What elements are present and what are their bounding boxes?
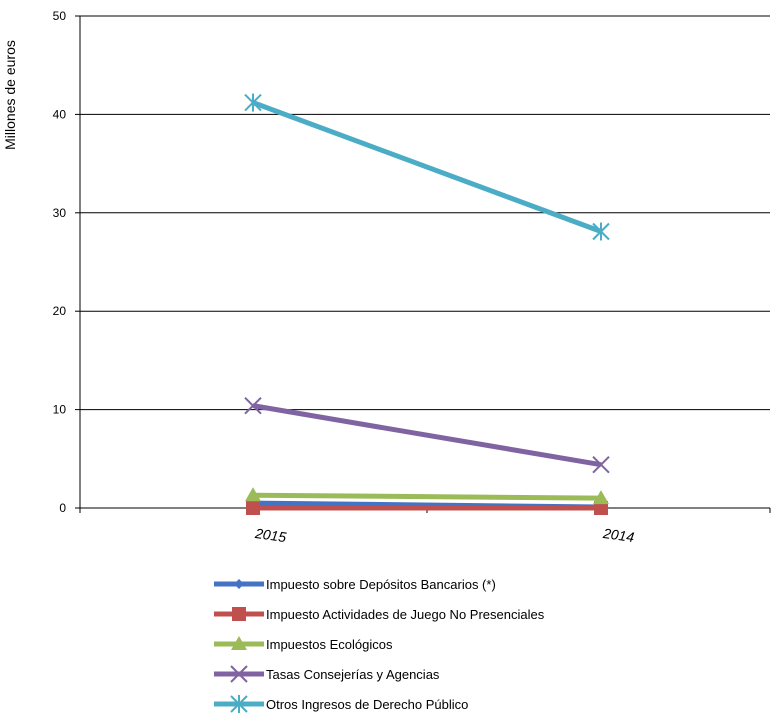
data-point [234, 579, 244, 589]
legend-item: Impuesto Actividades de Juego No Presenc… [214, 607, 545, 622]
series-1 [246, 501, 608, 515]
data-point [594, 501, 608, 515]
series-line [252, 100, 602, 234]
legend-label: Impuestos Ecológicos [266, 637, 393, 652]
y-tick-label: 0 [59, 501, 66, 515]
y-tick-label: 30 [53, 206, 67, 220]
legend: Impuesto sobre Depósitos Bancarios (*) Im… [214, 577, 545, 713]
marker-stroke [230, 665, 248, 683]
data-point [232, 607, 246, 621]
legend-item: Tasas Consejerías y Agencias [214, 665, 440, 683]
y-tick-label: 20 [53, 304, 67, 318]
data-point [231, 636, 247, 650]
y-axis-label: Millones de euros [2, 40, 18, 150]
series-line [252, 403, 602, 468]
marker-stroke [244, 396, 262, 415]
series-lines [244, 93, 610, 515]
series-4 [244, 93, 610, 241]
series-3 [244, 396, 610, 474]
data-point [592, 222, 610, 241]
series-line [252, 492, 602, 501]
data-point [245, 487, 261, 502]
legend-label: Impuesto Actividades de Juego No Presenc… [266, 607, 545, 622]
data-point [593, 490, 609, 505]
legend-label: Otros Ingresos de Derecho Público [266, 697, 468, 712]
data-point [244, 93, 262, 112]
data-point [230, 665, 248, 683]
data-point [244, 396, 262, 415]
axes: 0 10 20 30 40 50 2015 2014 [53, 9, 771, 545]
y-tick-label: 40 [53, 107, 67, 121]
legend-item: Otros Ingresos de Derecho Público [214, 695, 468, 713]
data-point [230, 695, 248, 713]
y-tick-label: 10 [53, 403, 67, 417]
series-2 [245, 487, 609, 505]
data-point [592, 455, 610, 474]
y-tick-label: 50 [53, 9, 67, 23]
legend-item: Impuestos Ecológicos [214, 636, 393, 652]
marker-stroke [592, 455, 610, 474]
legend-item: Impuesto sobre Depósitos Bancarios (*) [214, 577, 496, 592]
legend-label: Tasas Consejerías y Agencias [266, 667, 440, 682]
x-tick-label: 2014 [601, 525, 635, 545]
x-tick-label: 2015 [253, 525, 287, 545]
legend-label: Impuesto sobre Depósitos Bancarios (*) [266, 577, 496, 592]
gridlines [80, 15, 770, 411]
data-point [246, 501, 260, 515]
